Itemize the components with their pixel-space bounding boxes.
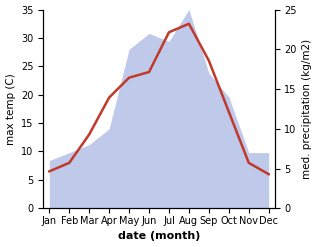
Y-axis label: max temp (C): max temp (C) [5, 73, 16, 145]
Y-axis label: med. precipitation (kg/m2): med. precipitation (kg/m2) [302, 39, 313, 179]
X-axis label: date (month): date (month) [118, 231, 200, 242]
